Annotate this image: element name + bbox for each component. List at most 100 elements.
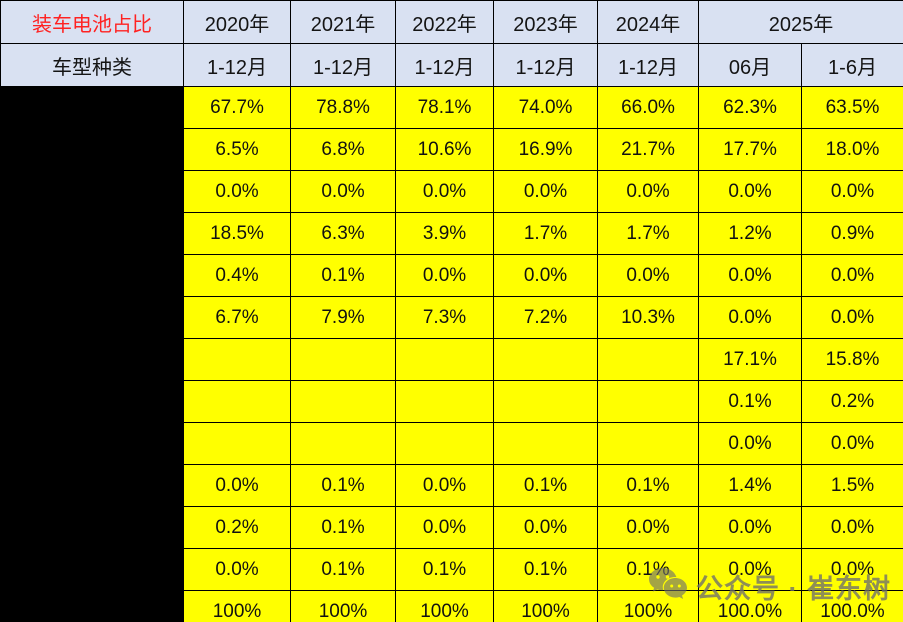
table-cell: 100.0%	[801, 590, 903, 622]
table-row: 0.0% 0.1% 0.1% 0.1% 0.1% 0.0% 0.0%	[0, 548, 903, 591]
table-cell	[493, 338, 598, 381]
table-row: 18.5% 6.3% 3.9% 1.7% 1.7% 1.2% 0.9%	[0, 212, 903, 255]
table-cell: 0.1%	[395, 548, 494, 591]
table-cell: 0.2%	[801, 380, 903, 423]
table-cell	[395, 380, 494, 423]
table-cell: 0.0%	[493, 506, 598, 549]
table-cell: 0.0%	[597, 506, 699, 549]
row-label-redacted	[0, 380, 184, 423]
table-row: 0.4% 0.1% 0.0% 0.0% 0.0% 0.0% 0.0%	[0, 254, 903, 297]
table-header: 装车电池占比 2020年 2021年 2022年 2023年 2024年 202…	[0, 0, 903, 87]
year-header-2025: 2025年	[698, 0, 903, 44]
table-cell	[493, 422, 598, 465]
table-cell: 0.0%	[698, 506, 802, 549]
table-cell	[395, 338, 494, 381]
table-cell: 6.7%	[183, 296, 291, 339]
row-label-redacted	[0, 170, 184, 213]
table-cell: 7.9%	[290, 296, 396, 339]
period-header-3: 1-12月	[493, 43, 598, 87]
year-header-2024: 2024年	[597, 0, 699, 44]
table-cell: 10.6%	[395, 128, 494, 171]
table-cell: 0.0%	[698, 170, 802, 213]
table-cell: 0.0%	[698, 548, 802, 591]
table-cell: 0.0%	[597, 254, 699, 297]
table-cell: 0.1%	[493, 464, 598, 507]
table-row: 0.0% 0.1% 0.0% 0.1% 0.1% 1.4% 1.5%	[0, 464, 903, 507]
table-cell: 0.0%	[395, 464, 494, 507]
table-row: 0.0% 0.0% 0.0% 0.0% 0.0% 0.0% 0.0%	[0, 170, 903, 213]
year-header-2023: 2023年	[493, 0, 598, 44]
table-cell: 0.4%	[183, 254, 291, 297]
table-cell: 0.9%	[801, 212, 903, 255]
table-cell: 62.3%	[698, 86, 802, 129]
table-cell: 100.0%	[698, 590, 802, 622]
table-cell: 0.0%	[395, 254, 494, 297]
table-cell: 0.0%	[801, 548, 903, 591]
table-cell: 15.8%	[801, 338, 903, 381]
table-cell	[597, 338, 699, 381]
table-row: 6.7% 7.9% 7.3% 7.2% 10.3% 0.0% 0.0%	[0, 296, 903, 339]
table-cell: 17.1%	[698, 338, 802, 381]
year-header-row: 装车电池占比 2020年 2021年 2022年 2023年 2024年 202…	[0, 0, 903, 44]
table-row: 0.1% 0.2%	[0, 380, 903, 423]
table-cell: 78.1%	[395, 86, 494, 129]
table-cell: 0.0%	[183, 548, 291, 591]
row-label-redacted	[0, 422, 184, 465]
table-cell: 0.1%	[290, 254, 396, 297]
table-cell: 0.0%	[801, 296, 903, 339]
period-header-6: 1-6月	[801, 43, 903, 87]
table-cell: 17.7%	[698, 128, 802, 171]
row-label-redacted	[0, 464, 184, 507]
table-cell: 0.1%	[290, 548, 396, 591]
row-label-redacted	[0, 296, 184, 339]
year-header-2020: 2020年	[183, 0, 291, 44]
table-cell: 1.7%	[493, 212, 598, 255]
table-cell: 1.7%	[597, 212, 699, 255]
table-cell: 74.0%	[493, 86, 598, 129]
year-header-2021: 2021年	[290, 0, 396, 44]
table-title: 装车电池占比	[0, 0, 184, 44]
table-cell	[183, 338, 291, 381]
table-row: 17.1% 15.8%	[0, 338, 903, 381]
table-cell: 0.1%	[698, 380, 802, 423]
table-cell: 3.9%	[395, 212, 494, 255]
table-cell: 6.5%	[183, 128, 291, 171]
table-row: 0.0% 0.0%	[0, 422, 903, 465]
table-cell: 10.3%	[597, 296, 699, 339]
row-label-redacted	[0, 254, 184, 297]
table-cell: 18.5%	[183, 212, 291, 255]
table-cell: 100%	[597, 590, 699, 622]
table-cell: 0.1%	[290, 506, 396, 549]
table-cell	[493, 380, 598, 423]
table-row: 100% 100% 100% 100% 100% 100.0% 100.0%	[0, 590, 903, 622]
table-cell: 0.0%	[493, 170, 598, 213]
table-cell	[597, 380, 699, 423]
period-header-5: 06月	[698, 43, 802, 87]
row-label-redacted	[0, 86, 184, 129]
table-cell	[183, 380, 291, 423]
table-cell	[290, 338, 396, 381]
table-cell: 16.9%	[493, 128, 598, 171]
table-row: 6.5% 6.8% 10.6% 16.9% 21.7% 17.7% 18.0%	[0, 128, 903, 171]
table-cell: 0.0%	[801, 422, 903, 465]
table-cell: 78.8%	[290, 86, 396, 129]
table-cell: 0.1%	[597, 548, 699, 591]
table-cell: 6.8%	[290, 128, 396, 171]
table-cell: 0.0%	[493, 254, 598, 297]
table-cell: 18.0%	[801, 128, 903, 171]
year-header-2022: 2022年	[395, 0, 494, 44]
row-label-redacted	[0, 548, 184, 591]
table-cell: 0.0%	[698, 296, 802, 339]
table-cell	[395, 422, 494, 465]
table-cell: 66.0%	[597, 86, 699, 129]
table-cell: 0.0%	[801, 254, 903, 297]
table-cell: 7.3%	[395, 296, 494, 339]
table-cell: 0.0%	[395, 170, 494, 213]
table-cell: 1.2%	[698, 212, 802, 255]
table-cell: 0.0%	[698, 422, 802, 465]
table-row: 67.7% 78.8% 78.1% 74.0% 66.0% 62.3% 63.5%	[0, 86, 903, 129]
table-cell	[290, 422, 396, 465]
row-label-redacted	[0, 128, 184, 171]
